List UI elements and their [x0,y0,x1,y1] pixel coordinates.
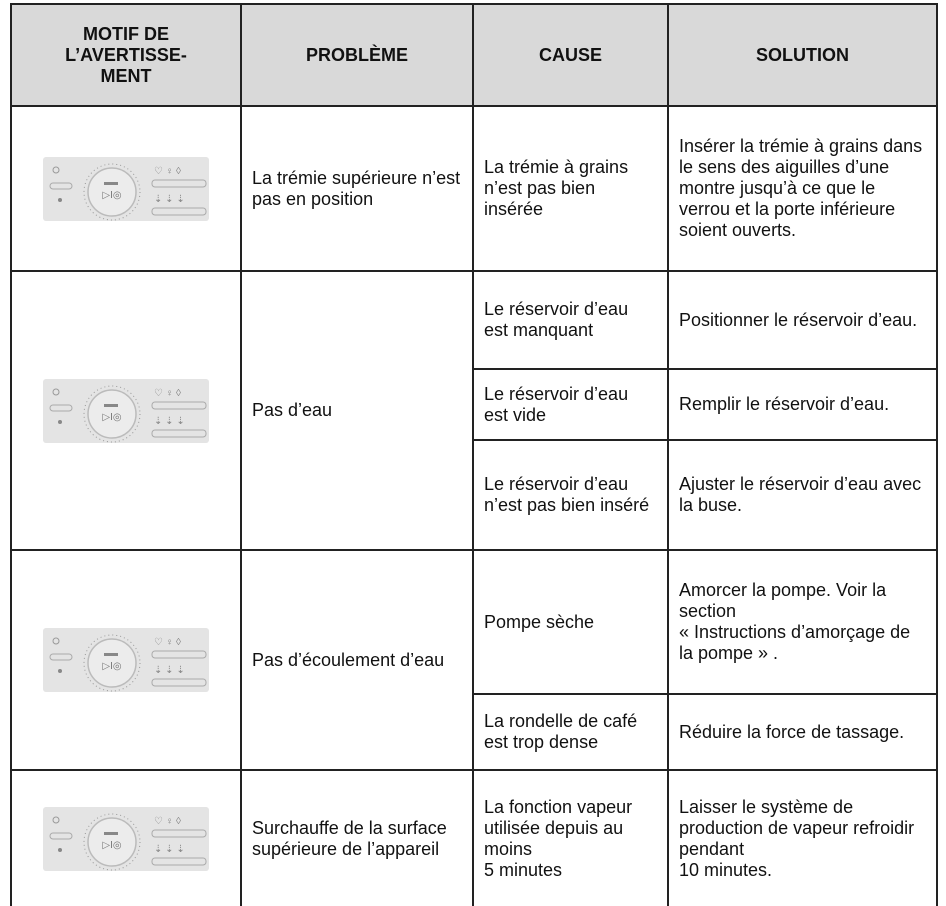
control-panel-icon: ▷I◎ ♡ ♀ ◊ ⇣ ⇣ ⇣ [43,806,209,871]
table-row: ▷I◎ ♡ ♀ ◊ ⇣ ⇣ ⇣ La trémie supérieure n’e… [10,105,938,272]
document: MOTIF DE L’AVERTISSE- MENT PROBLÈME CAUSE S… [10,3,938,906]
column-header: SOLUTION [667,3,938,107]
svg-text:▷I◎: ▷I◎ [102,190,121,201]
svg-text:▷I◎: ▷I◎ [102,661,121,672]
solution-cell: Réduire la force de tassage. [667,693,938,771]
control-panel-icon: ▷I◎ ♡ ♀ ◊ ⇣ ⇣ ⇣ [43,628,209,692]
table-row: ▷I◎ ♡ ♀ ◊ ⇣ ⇣ ⇣ Pas d’écoulement d’eau Po… [10,549,938,771]
solution-cell: Ajuster le réservoir d’eau avec la buse. [667,439,938,551]
svg-text:♡ ♀ ◊: ♡ ♀ ◊ [154,816,181,827]
svg-text:♡ ♀ ◊: ♡ ♀ ◊ [154,637,181,648]
svg-text:⇣ ⇣ ⇣: ⇣ ⇣ ⇣ [154,844,185,855]
warning-icon-cell: ▷I◎ ♡ ♀ ◊ ⇣ ⇣ ⇣ [10,270,242,551]
svg-text:♡ ♀ ◊: ♡ ♀ ◊ [154,166,181,177]
cause-cell: Le réservoir d’eau est manquant [472,270,669,370]
cause-cell: La rondelle de café est trop dense [472,693,669,771]
svg-text:⇣ ⇣ ⇣: ⇣ ⇣ ⇣ [154,416,185,427]
column-header: MOTIF DE L’AVERTISSE- MENT [10,3,242,107]
svg-text:▷I◎: ▷I◎ [102,412,121,423]
table-row: ▷I◎ ♡ ♀ ◊ ⇣ ⇣ ⇣ Pas d’eau Le réservoir d’… [10,270,938,551]
solution-cell: Amorcer la pompe. Voir la section « Inst… [667,549,938,695]
problem-cell: Pas d’écoulement d’eau [240,549,474,771]
cause-cell: La trémie à grains n’est pas bien inséré… [472,105,669,272]
svg-text:♡ ♀ ◊: ♡ ♀ ◊ [154,388,181,399]
svg-text:⇣ ⇣ ⇣: ⇣ ⇣ ⇣ [154,194,185,205]
cause-cell: Le réservoir d’eau n’est pas bien inséré [472,439,669,551]
cause-cell: Pompe sèche [472,549,669,695]
problem-cell: Pas d’eau [240,270,474,551]
troubleshooting-table: MOTIF DE L’AVERTISSE- MENT PROBLÈME CAUSE S… [10,3,938,906]
table-row: Le réservoir d’eau n’est pas bien inséré… [11,439,938,551]
solution-cell: Remplir le réservoir d’eau. [667,368,938,441]
table-row: La rondelle de café est trop dense Réduir… [11,693,938,771]
table-row: Le réservoir d’eau est vide Remplir le ré… [11,368,938,441]
svg-text:▷I◎: ▷I◎ [102,840,121,851]
warning-icon-cell: ▷I◎ ♡ ♀ ◊ ⇣ ⇣ ⇣ [10,105,242,272]
column-header: PROBLÈME [240,3,474,107]
svg-text:⇣ ⇣ ⇣: ⇣ ⇣ ⇣ [154,665,185,676]
problem-cell: Surchauffe de la surface supérieure de l… [240,769,474,906]
control-panel-icon: ▷I◎ ♡ ♀ ◊ ⇣ ⇣ ⇣ [43,378,209,443]
column-header: CAUSE [472,3,669,107]
header-row: MOTIF DE L’AVERTISSE- MENT PROBLÈME CAUSE S… [10,3,938,107]
solution-cell: Positionner le réservoir d’eau. [667,270,938,370]
solution-cell: Laisser le système de production de vape… [667,769,938,906]
control-panel-icon: ▷I◎ ♡ ♀ ◊ ⇣ ⇣ ⇣ [43,156,209,221]
cause-cell: Le réservoir d’eau est vide [472,368,669,441]
solution-cell: Insérer la trémie à grains dans le sens … [667,105,938,272]
cause-cell: La fonction vapeur utilisée depuis au mo… [472,769,669,906]
problem-cell: La trémie supérieure n’est pas en positi… [240,105,474,272]
warning-icon-cell: ▷I◎ ♡ ♀ ◊ ⇣ ⇣ ⇣ [10,549,242,771]
table-row: ▷I◎ ♡ ♀ ◊ ⇣ ⇣ ⇣ Surchauffe de la surface… [10,769,938,906]
warning-icon-cell: ▷I◎ ♡ ♀ ◊ ⇣ ⇣ ⇣ [10,769,242,906]
